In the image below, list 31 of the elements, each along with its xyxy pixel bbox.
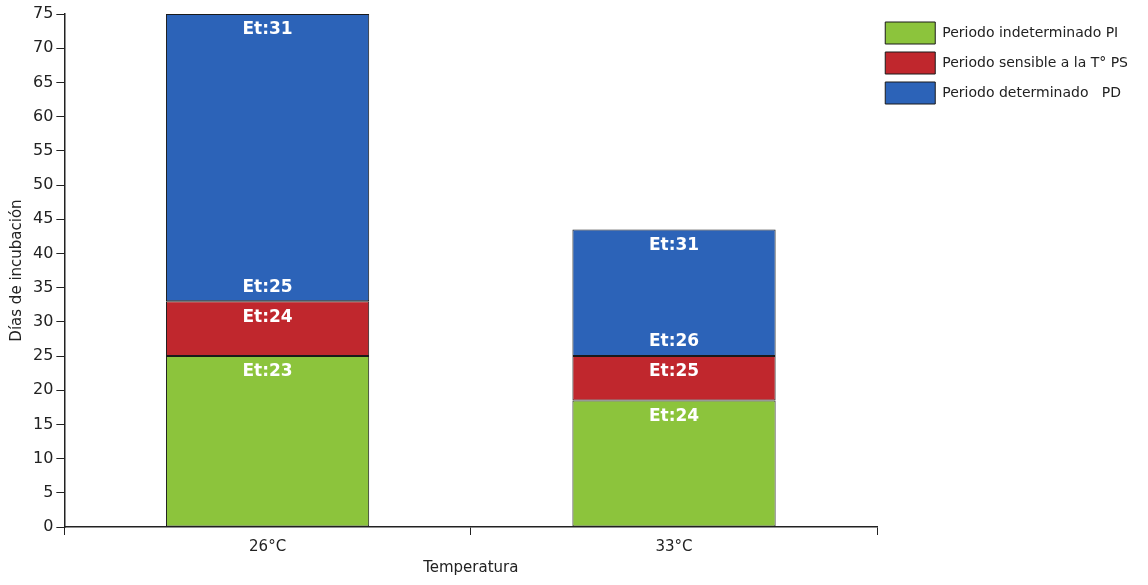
y-tick-label: 75: [33, 3, 54, 23]
annotation: Et:31: [242, 18, 293, 39]
y-tick-label: 15: [33, 413, 54, 433]
legend-label: Periodo indeterminado PI: [942, 23, 1119, 40]
y-tick-label: 5: [43, 481, 54, 501]
annotation: Et:24: [648, 404, 700, 425]
y-tick-label: 30: [33, 310, 54, 330]
y-tick-label: 0: [43, 516, 54, 536]
annotation: Et:23: [242, 360, 293, 381]
annotation: Et:25: [648, 360, 700, 381]
annotation: Et:25: [242, 275, 293, 296]
y-tick-label: 45: [33, 208, 54, 228]
y-tick-label: 60: [33, 105, 54, 125]
y-tick-label: 20: [33, 379, 54, 399]
annotation: Et:31: [648, 233, 700, 254]
y-tick-label: 40: [33, 242, 54, 262]
x-axis-title: Temperatura: [422, 557, 519, 576]
x-tick-label: 33°C: [655, 536, 693, 555]
y-tick-label: 25: [33, 345, 54, 365]
y-tick-label: 10: [33, 447, 54, 467]
y-axis-title: Días de incubación: [6, 199, 25, 342]
legend-label: Periodo sensible a la T° PS: [942, 53, 1129, 70]
y-tick-label: 50: [33, 174, 54, 194]
annotation: Et:26: [648, 330, 700, 351]
legend-label: Periodo determinado PD: [942, 83, 1122, 100]
y-tick-label: 55: [33, 139, 54, 159]
y-tick-label: 70: [33, 37, 54, 57]
y-tick-label: 35: [33, 276, 54, 296]
annotation: Et:24: [242, 305, 293, 326]
x-tick-label: 26°C: [249, 536, 287, 555]
y-tick-label: 65: [33, 71, 54, 91]
